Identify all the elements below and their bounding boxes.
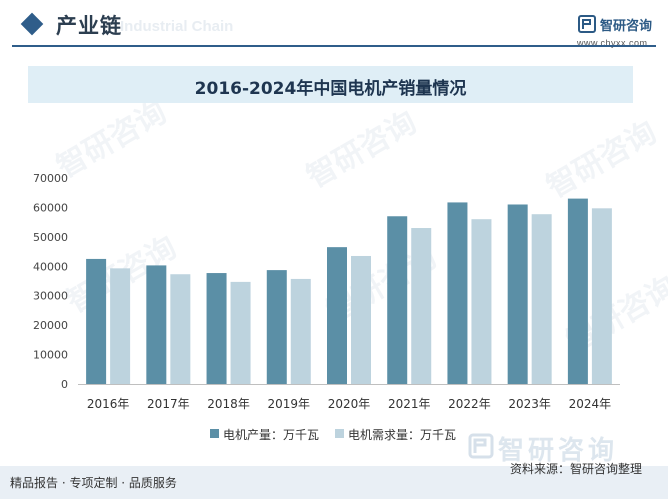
bar-demand (290, 278, 311, 384)
bar-production (567, 198, 588, 384)
x-tick-label: 2020年 (328, 397, 371, 411)
legend-label-demand: 电机需求量：万千瓦 (348, 428, 457, 442)
y-tick-label: 60000 (33, 201, 68, 214)
x-tick-label: 2019年 (268, 397, 311, 411)
brand-logo-icon (468, 433, 494, 459)
header-divider (12, 45, 656, 47)
header: Industrial Chain 产业链 智研咨询 www.chyxx.com (0, 0, 668, 50)
bar-production (86, 258, 107, 384)
x-tick-label: 2024年 (569, 397, 612, 411)
bar-demand (110, 268, 131, 384)
bar-demand (230, 281, 251, 384)
x-tick-label: 2023年 (508, 397, 551, 411)
legend-swatch-demand (335, 429, 344, 438)
y-axis: 0 10000 20000 30000 40000 50000 60000 70000 (33, 172, 68, 391)
footer-brand: 智研咨询 (498, 436, 619, 466)
logo-icon (578, 15, 596, 33)
bar-demand (591, 208, 612, 384)
section-title: 产业链 (56, 14, 122, 38)
legend-swatch-production (210, 429, 219, 438)
data-source: 资料来源：智研咨询整理 (510, 462, 643, 476)
x-tick-label: 2017年 (147, 397, 190, 411)
y-tick-label: 10000 (33, 349, 68, 362)
footer-tagline: 精品报告 · 专项定制 · 品质服务 (10, 476, 177, 490)
footer-bar (0, 466, 668, 499)
y-tick-label: 30000 (33, 290, 68, 303)
bar-production (447, 202, 468, 384)
bar-demand (170, 274, 191, 384)
x-tick-label: 2016年 (87, 397, 130, 411)
bar-production (507, 204, 528, 384)
bar-production (206, 273, 227, 384)
x-axis: 2016年 2017年 2018年 2019年 2020年 2021年 2022年 2023年… (87, 397, 611, 411)
y-tick-label: 70000 (33, 172, 68, 185)
bar-demand (531, 214, 552, 384)
bar-demand (471, 219, 492, 384)
bar-production (327, 247, 347, 384)
legend-label-production: 电机产量：万千瓦 (223, 428, 320, 442)
y-tick-label: 40000 (33, 260, 68, 273)
bar-demand (411, 228, 432, 384)
bar-demand (351, 255, 371, 384)
logo-text: 智研咨询 (600, 19, 653, 34)
section-subtitle: Industrial Chain (120, 18, 234, 35)
bars (86, 198, 612, 384)
y-tick-label: 50000 (33, 231, 68, 244)
x-tick-label: 2018年 (207, 397, 250, 411)
bar-production (146, 265, 167, 384)
x-tick-label: 2022年 (448, 397, 491, 411)
y-tick-label: 0 (61, 378, 68, 391)
x-tick-label: 2021年 (388, 397, 431, 411)
bar-production (266, 270, 287, 384)
chart-title-band: 2016-2024年中国电机产销量情况 (28, 66, 633, 103)
site-url: www.chyxx.com (577, 38, 648, 48)
chart-title: 2016-2024年中国电机产销量情况 (194, 79, 467, 99)
y-tick-label: 20000 (33, 319, 68, 332)
bar-production (387, 216, 408, 384)
